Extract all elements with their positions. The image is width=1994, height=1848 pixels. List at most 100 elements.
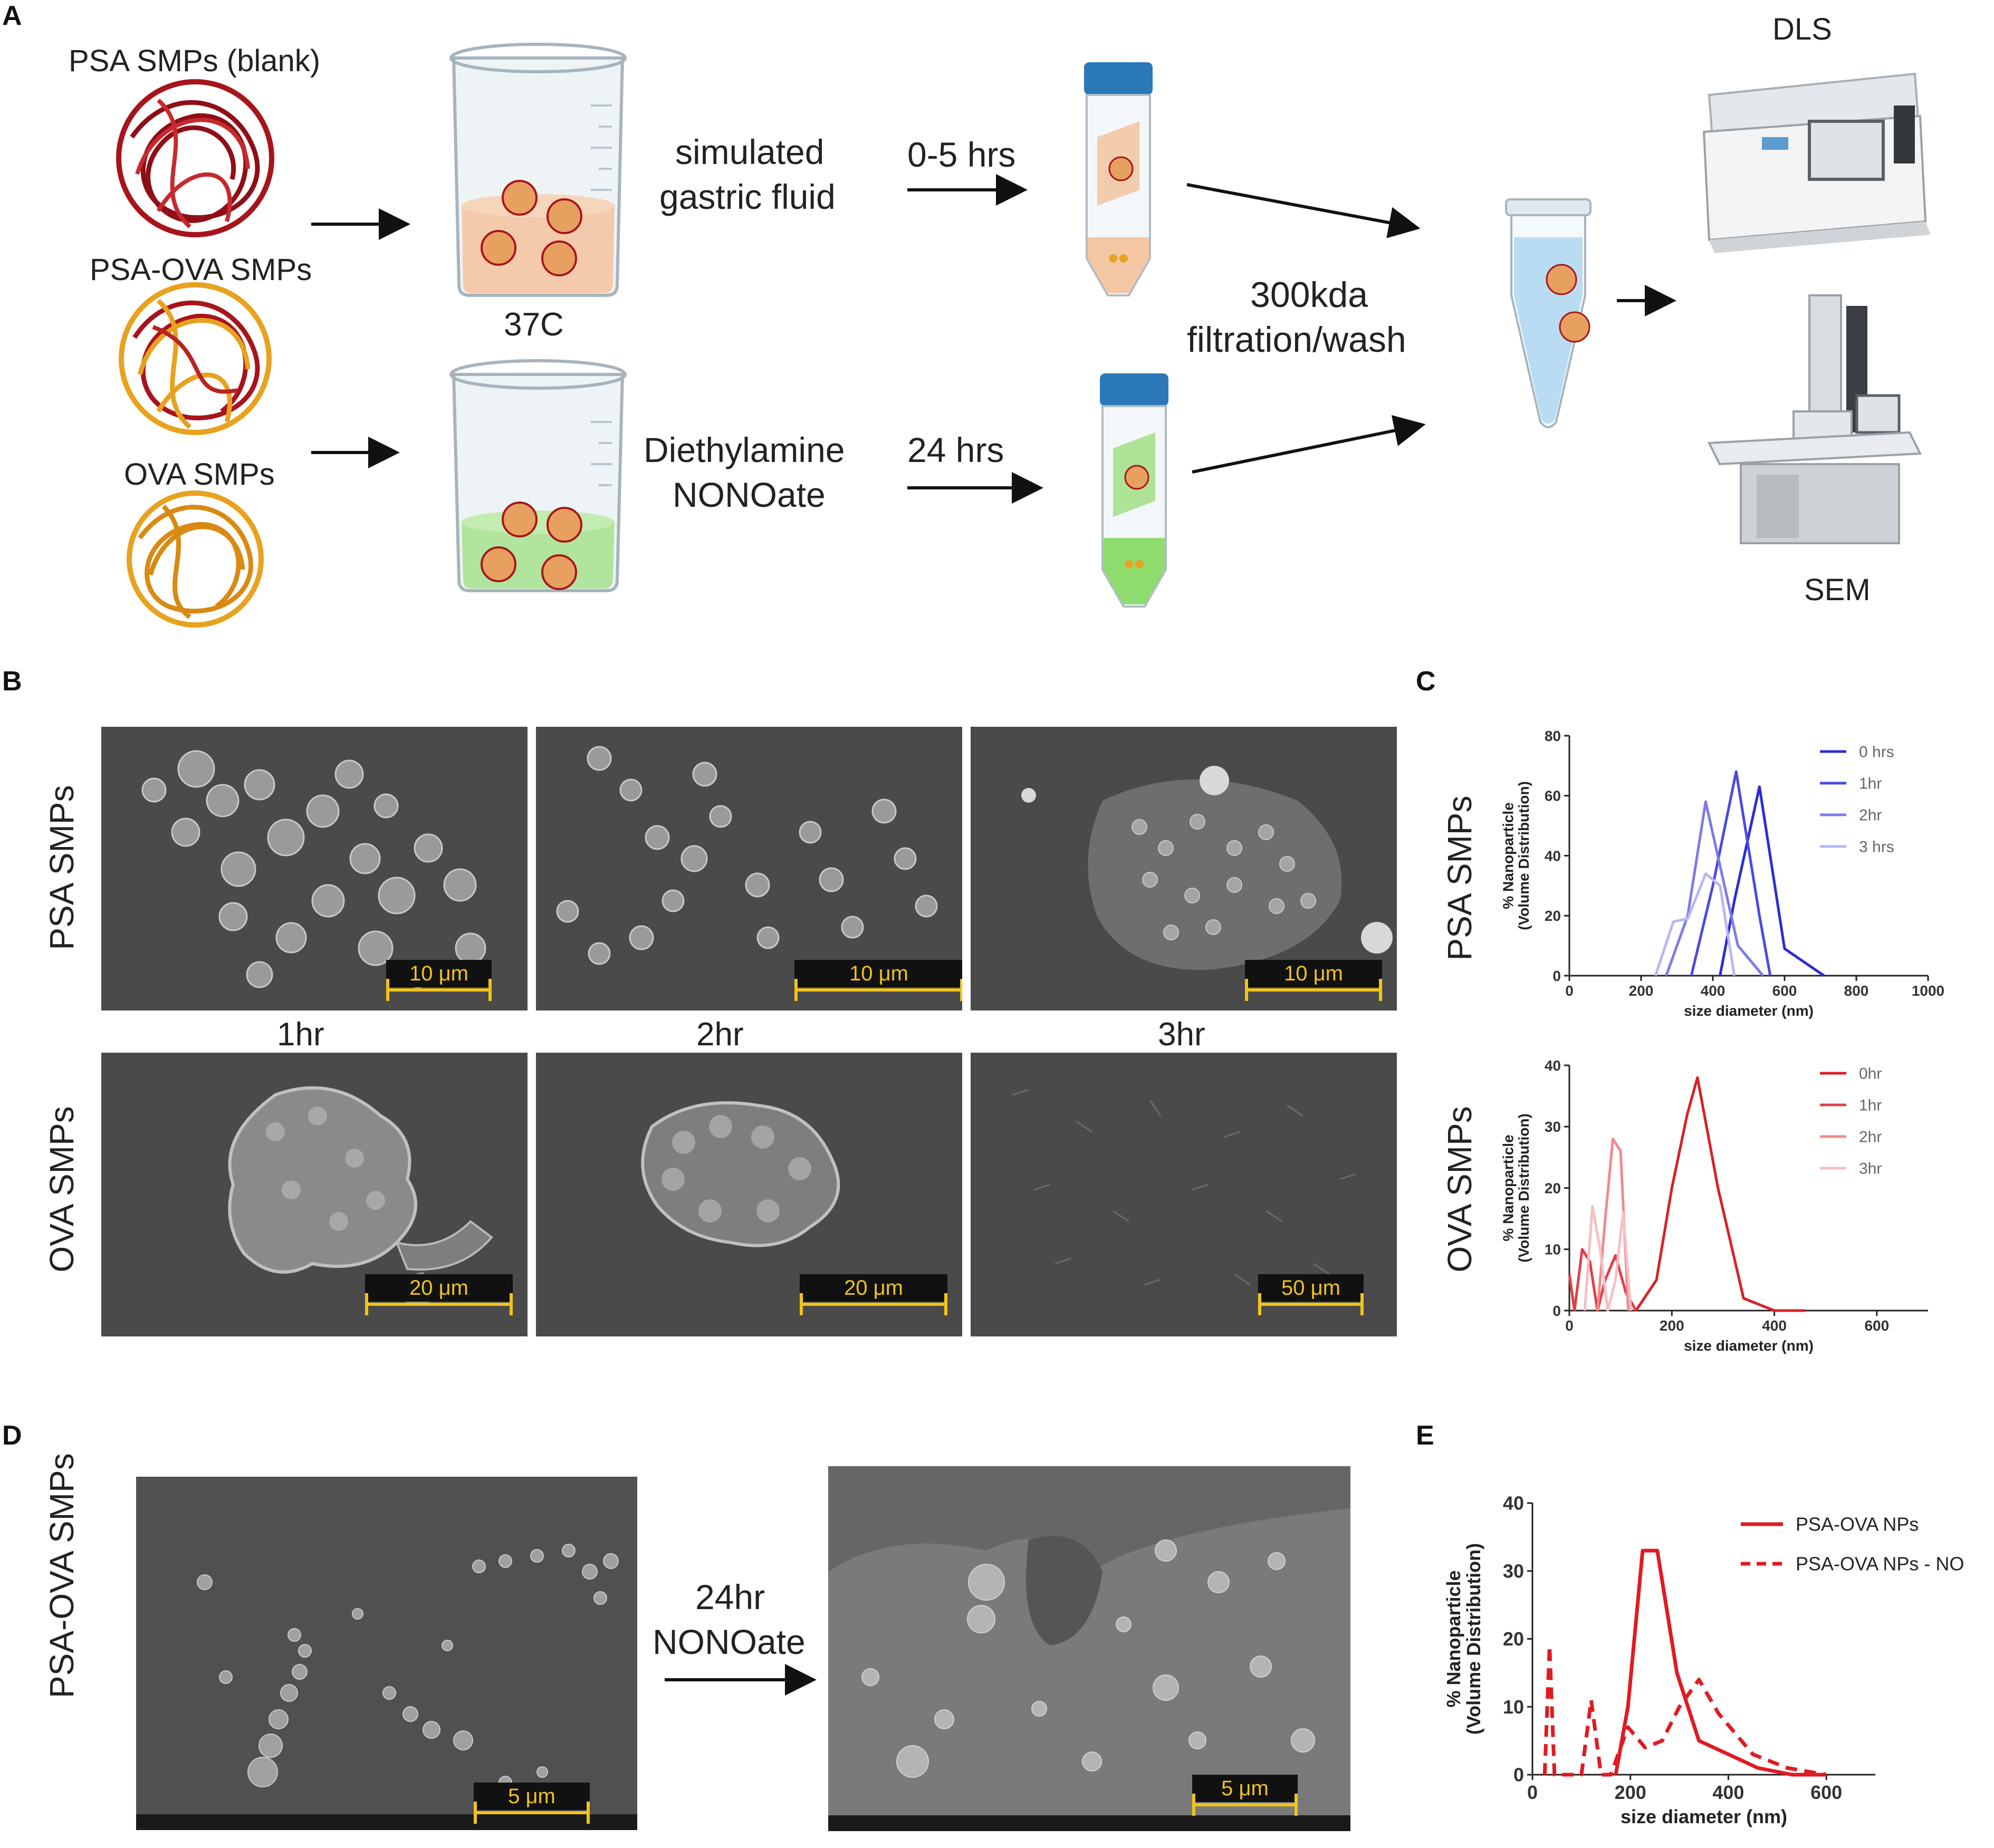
- time-label-1hr: 1hr: [277, 1016, 324, 1053]
- legend-label-1: 0hr: [1859, 1065, 1882, 1083]
- series-line-2: [1690, 770, 1772, 976]
- sample-psa-ova-label: PSA-OVA SMPs: [90, 253, 312, 287]
- chart-ova-smps: 0 200 400 600 0 10 20 30 40 size diameter (nm) % N…: [1500, 1057, 1928, 1354]
- scalebar-psa-ova-before: 5 μm: [474, 1783, 590, 1825]
- y-tick-label: 40: [1545, 1057, 1561, 1074]
- temperature-label: 37C: [504, 306, 564, 343]
- y-tick-label: 40: [1503, 1493, 1524, 1514]
- x-tick-label: 1000: [1912, 983, 1944, 999]
- ova-ball-icon: [127, 490, 264, 628]
- x-tick-label: 200: [1629, 983, 1654, 999]
- sem-image-psa-3hr: 10 μm: [971, 727, 1397, 1010]
- legend-label-3: 2hr: [1859, 1129, 1882, 1146]
- chart-psa-ova-nps: 0 200 400 600 0 10 20 30 40 size diameter (nm) % N…: [1445, 1493, 1964, 1827]
- panel-label-b: B: [2, 666, 22, 697]
- legend-label-1: 0 hrs: [1859, 744, 1894, 761]
- sem-image-ova-3hr: 50 μm: [971, 1053, 1397, 1336]
- x-tick-label: 400: [1762, 1317, 1787, 1334]
- series-line-4: [1583, 1205, 1633, 1312]
- scalebar-label: 20 μm: [800, 1274, 947, 1302]
- x-tick-label: 800: [1844, 983, 1869, 999]
- x-tick-label: 600: [1772, 983, 1797, 999]
- sem-image-psa-ova-before: 5 μm: [136, 1477, 637, 1830]
- x-tick-label: 400: [1712, 1782, 1744, 1803]
- sem-image-ova-2hr: 20 μm: [536, 1053, 962, 1336]
- y-axis-label-line1: % Nanoparticle: [1500, 1134, 1517, 1241]
- scalebar-label: 50 μm: [1258, 1274, 1364, 1302]
- dls-label: DLS: [1772, 12, 1832, 46]
- sem-image-psa-1hr: 10 μm: [101, 727, 528, 1010]
- condition-2-time: 24 hrs: [907, 430, 1004, 469]
- panel-label-a: A: [2, 1, 22, 31]
- condition-1-line2: gastric fluid: [659, 177, 836, 216]
- y-tick-label: 40: [1545, 848, 1561, 864]
- row-label-ova-smps: OVA SMPs: [43, 1106, 81, 1273]
- legend-label-2: 1hr: [1859, 1097, 1882, 1114]
- legend-label-2: 1hr: [1859, 775, 1882, 793]
- y-tick-label: 20: [1545, 1180, 1561, 1196]
- psa-ball-icon: [116, 79, 274, 237]
- condition-1-time: 0-5 hrs: [907, 135, 1016, 174]
- beaker-gastric-icon: [449, 43, 627, 297]
- x-tick-label: 0: [1527, 1782, 1538, 1803]
- sem-instrument-icon: [1707, 294, 1922, 544]
- y-tick-label: 0: [1552, 1303, 1561, 1319]
- y-tick-label: 80: [1545, 728, 1561, 744]
- time-label-3hr: 3hr: [1158, 1016, 1205, 1053]
- beaker-nonoate-icon: [449, 359, 627, 592]
- y-tick-label: 20: [1503, 1628, 1524, 1650]
- sem-image-psa-2hr: 10 μm: [536, 727, 962, 1010]
- row-label-psa-ova-smps: PSA-OVA SMPs: [43, 1453, 81, 1698]
- condition-1-line1: simulated: [675, 132, 825, 171]
- y-tick-label: 10: [1503, 1696, 1524, 1718]
- series-line-1: [1635, 1076, 1805, 1312]
- scalebar-label: 20 μm: [365, 1274, 513, 1302]
- panel-a-schematic: [116, 43, 1931, 628]
- legend-label-4: 3 hrs: [1859, 839, 1894, 856]
- y-axis-label-line1: % Nanoparticle: [1500, 802, 1517, 909]
- x-tick-label: 600: [1810, 1782, 1842, 1803]
- sem-label: SEM: [1804, 573, 1871, 607]
- scalebar-ova-1hr: 20 μm: [365, 1274, 513, 1316]
- filtration-line2: filtration/wash: [1187, 320, 1406, 360]
- y-tick-label: 0: [1513, 1764, 1524, 1786]
- series-line-2: [1568, 1248, 1637, 1312]
- x-tick-label: 0: [1565, 1317, 1574, 1334]
- series-line-3: [1665, 800, 1765, 977]
- scalebar-label: 5 μm: [1192, 1775, 1298, 1802]
- y-axis-label-line2: (Volume Distribution): [1516, 781, 1532, 930]
- y-axis-label-line1: % Nanoparticle: [1445, 1570, 1464, 1707]
- scalebar-label: 10 μm: [794, 960, 962, 987]
- y-axis-label-line2: (Volume Distribution): [1463, 1543, 1484, 1735]
- series-line-1: [1614, 1548, 1827, 1777]
- sem-image-psa-ova-after: 5 μm: [828, 1466, 1350, 1831]
- y-tick-label: 20: [1545, 908, 1561, 924]
- legend-label-1: PSA-OVA NPs: [1796, 1514, 1919, 1535]
- condition-2-line1: Diethylamine: [644, 430, 845, 469]
- dls-instrument-icon: [1702, 72, 1931, 253]
- legend-label-4: 3hr: [1859, 1160, 1882, 1178]
- eppendorf-tube-icon: [1505, 198, 1592, 428]
- sem-image-ova-1hr: 20 μm: [101, 1053, 528, 1336]
- legend-label-2: PSA-OVA NPs - NO: [1796, 1553, 1964, 1575]
- x-tick-label: 200: [1615, 1782, 1646, 1803]
- sample-psa-blank-label: PSA SMPs (blank): [69, 44, 321, 78]
- condition-2-line2: NONOate: [673, 475, 826, 514]
- psa-ova-ball-icon: [119, 282, 272, 435]
- series-line-1: [1719, 785, 1825, 977]
- x-axis-label: size diameter (nm): [1684, 1337, 1814, 1354]
- y-tick-label: 10: [1545, 1241, 1561, 1258]
- chart-psa-smps: 0 200 400 600 800 1000 0 20 40 60 80 size diameter …: [1500, 728, 1945, 1019]
- x-axis-label: size diameter (nm): [1684, 1003, 1814, 1019]
- panel-label-e: E: [1416, 1420, 1434, 1451]
- panel-label-d: D: [2, 1420, 22, 1451]
- x-axis-label: size diameter (nm): [1621, 1806, 1787, 1827]
- x-tick-label: 600: [1864, 1317, 1889, 1334]
- filtration-line1: 300kda: [1250, 275, 1368, 315]
- scalebar-psa-2hr: 10 μm: [794, 960, 962, 1002]
- falcon-tube-1-icon: [1084, 62, 1153, 296]
- x-tick-label: 0: [1565, 983, 1574, 999]
- y-tick-label: 30: [1503, 1560, 1524, 1582]
- y-axis-label-line2: (Volume Distribution): [1516, 1113, 1532, 1263]
- nonoate-arrow-line1: 24hr: [695, 1577, 765, 1616]
